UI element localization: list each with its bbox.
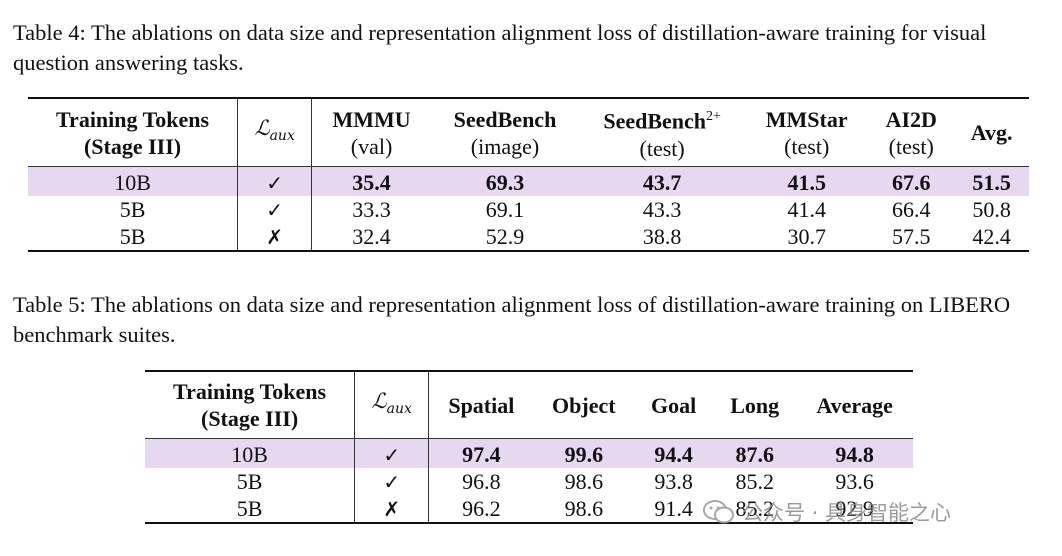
value-cell: 66.4 (892, 196, 931, 222)
value-cell: 93.8 (654, 468, 693, 494)
check-icon: ✓ (354, 468, 430, 495)
value-cell: 43.3 (642, 196, 682, 222)
table5: Training Tokens (Stage III) ℒaux Spatial… (145, 370, 913, 524)
table-row: 5B ✗ 96.2 98.6 91.4 85.2 92.9 (145, 495, 913, 523)
table5-header-object: Object (533, 371, 635, 439)
value-cell: 98.6 (564, 495, 604, 521)
value-cell: 67.6 (868, 166, 955, 196)
value-cell: 69.3 (430, 166, 580, 196)
table4-header-avg: Avg. (954, 98, 1029, 167)
table-row: 5B ✓ 33.3 69.1 43.3 41.4 66.4 50.8 (28, 196, 1029, 223)
table-row: 10B ✓ 97.4 99.6 94.4 87.6 94.8 (145, 438, 913, 468)
table4: Training Tokens (Stage III) ℒaux MMMU (v… (28, 97, 1029, 252)
table4-header-seedbench2plus: SeedBench2+ (test) (579, 98, 746, 167)
value-cell: 51.5 (954, 166, 1029, 196)
table4-header-ai2d: AI2D (test) (868, 98, 955, 167)
table5-header-training-tokens: Training Tokens (Stage III) (145, 371, 356, 439)
table-row: 5B ✗ 32.4 52.9 38.8 30.7 57.5 42.4 (28, 223, 1029, 251)
value-cell: 69.1 (485, 196, 525, 222)
value-cell: 33.3 (352, 196, 391, 222)
table4-header-laux: ℒaux (237, 98, 313, 167)
value-cell: 92.9 (835, 495, 874, 521)
table5-header-average: Average (796, 371, 913, 439)
watermark-text: 公众号 · 具身智能之心 (742, 501, 952, 525)
value-cell: 30.7 (787, 223, 826, 249)
tokens-cell: 5B (145, 495, 356, 523)
value-cell: 87.6 (713, 438, 797, 468)
tokens-cell: 10B (145, 438, 356, 468)
table5-header-long: Long (713, 371, 797, 439)
table5-header-spatial: Spatial (428, 371, 534, 439)
value-cell: 98.6 (564, 468, 604, 494)
table-row: 5B ✓ 96.8 98.6 93.8 85.2 93.6 (145, 468, 913, 495)
table5-header-goal: Goal (634, 371, 714, 439)
table4-header-mmmu: MMMU (val) (311, 98, 431, 167)
value-cell: 97.4 (428, 438, 534, 468)
table-row: 10B ✓ 35.4 69.3 43.7 41.5 67.6 51.5 (28, 166, 1029, 196)
table5-caption: Table 5: The ablations on data size and … (13, 292, 1011, 347)
table4-caption: Table 4: The ablations on data size and … (13, 20, 987, 75)
value-cell: 52.9 (485, 223, 525, 249)
wechat-icon (703, 500, 734, 524)
value-cell: 43.7 (579, 166, 746, 196)
tokens-cell: 5B (28, 223, 239, 251)
value-cell: 41.5 (745, 166, 869, 196)
value-cell: 99.6 (533, 438, 635, 468)
check-icon: ✓ (354, 438, 430, 468)
value-cell: 96.2 (462, 495, 501, 521)
stage-label: (Stage III) (83, 133, 182, 159)
value-cell: 94.4 (634, 438, 714, 468)
table5-header-row: Training Tokens (Stage III) ℒaux Spatial… (145, 371, 913, 439)
value-cell: 91.4 (654, 495, 693, 521)
value-cell: 96.8 (462, 468, 501, 494)
value-cell: 85.2 (735, 495, 774, 521)
laux-symbol: ℒaux (254, 116, 295, 145)
cross-icon: ✗ (237, 223, 313, 251)
value-cell: 35.4 (311, 166, 431, 196)
table4-header-mmstar: MMStar (test) (745, 98, 869, 167)
value-cell: 94.8 (796, 438, 913, 468)
training-tokens-label: Training Tokens (173, 379, 327, 404)
value-cell: 38.8 (642, 223, 682, 249)
tokens-cell: 5B (145, 468, 356, 495)
stage-label: (Stage III) (201, 406, 299, 431)
check-icon: ✓ (237, 196, 313, 223)
table4-header-row: Training Tokens (Stage III) ℒaux MMMU (v… (28, 98, 1029, 167)
value-cell: 50.8 (972, 196, 1011, 222)
table4-header-training-tokens: Training Tokens (Stage III) (28, 98, 239, 167)
watermark: 公众号 · 具身智能之心 (702, 497, 951, 527)
value-cell: 42.4 (972, 223, 1011, 249)
training-tokens-label: Training Tokens (56, 106, 210, 132)
table4-header-seedbench: SeedBench (image) (430, 98, 580, 167)
table5-header-laux: ℒaux (354, 371, 430, 439)
value-cell: 85.2 (735, 468, 774, 494)
value-cell: 41.4 (787, 196, 826, 222)
value-cell: 57.5 (892, 223, 931, 249)
laux-symbol: ℒaux (371, 388, 412, 418)
check-icon: ✓ (237, 166, 313, 196)
value-cell: 32.4 (352, 223, 391, 249)
tokens-cell: 5B (28, 196, 239, 223)
cross-icon: ✗ (354, 495, 430, 523)
tokens-cell: 10B (28, 166, 239, 196)
value-cell: 93.6 (835, 468, 874, 494)
